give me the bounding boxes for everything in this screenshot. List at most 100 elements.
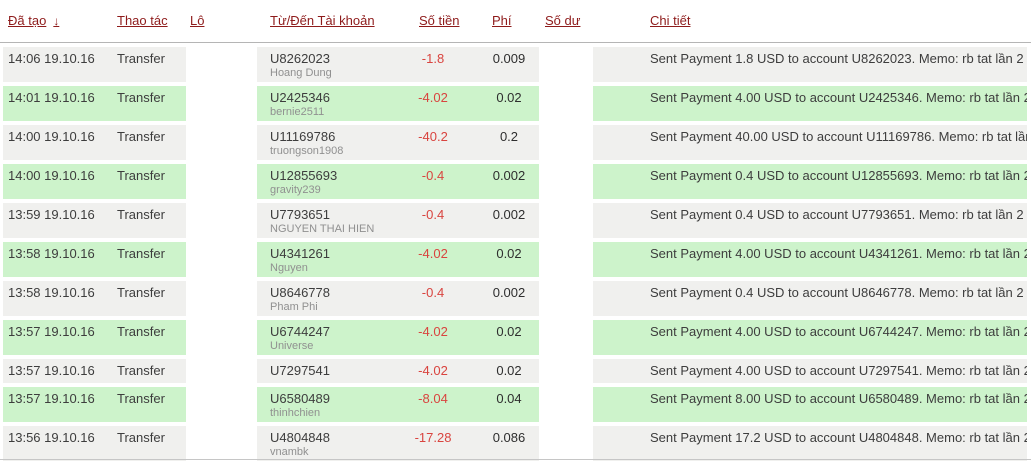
table-row: 13:57 19.10.16 Transfer U6580489 thinhch…	[3, 387, 1027, 422]
created-timestamp: 14:00 19.10.16	[8, 129, 95, 144]
account-cell: U8262023 Hoang Dung	[257, 47, 407, 82]
table-row: 13:59 19.10.16 Transfer U7793651 NGUYEN …	[3, 203, 1027, 238]
created-cell: 14:00 19.10.16	[3, 125, 111, 160]
created-timestamp: 14:01 19.10.16	[8, 90, 95, 105]
action-label: Transfer	[117, 324, 165, 339]
account-holder-name: Pham Phi	[270, 301, 318, 313]
action-cell: Transfer	[111, 426, 186, 461]
created-timestamp: 13:59 19.10.16	[8, 207, 95, 222]
fee-cell: 0.02	[459, 320, 539, 355]
column-header-action[interactable]: Thao tác	[117, 13, 168, 28]
fee-cell: 0.002	[459, 203, 539, 238]
batch-cell	[186, 203, 257, 238]
created-cell: 13:57 19.10.16	[3, 320, 111, 355]
column-header-account[interactable]: Từ/Đến Tài khoản	[270, 13, 375, 28]
fee-value: 0.002	[492, 285, 526, 300]
column-header-amount[interactable]: Số tiền	[419, 13, 460, 28]
action-label: Transfer	[117, 168, 165, 183]
action-cell: Transfer	[111, 320, 186, 355]
account-holder-name: vnambk	[270, 446, 309, 458]
created-timestamp: 13:57 19.10.16	[8, 363, 95, 378]
details-cell: Sent Payment 0.4 USD to account U7793651…	[593, 203, 1027, 238]
account-id: U2425346	[270, 90, 330, 105]
balance-cell	[539, 203, 593, 238]
column-header-batch[interactable]: Lô	[190, 13, 205, 28]
fee-value: 0.02	[496, 246, 522, 261]
balance-cell	[539, 125, 593, 160]
created-cell: 14:01 19.10.16	[3, 86, 111, 121]
account-id: U8262023	[270, 51, 330, 66]
account-id: U7793651	[270, 207, 330, 222]
details-cell: Sent Payment 4.00 USD to account U674424…	[593, 320, 1027, 355]
account-id: U11169786	[270, 129, 336, 144]
fee-value: 0.02	[496, 90, 522, 105]
details-cell: Sent Payment 4.00 USD to account U729754…	[593, 359, 1027, 383]
detail-text: Sent Payment 17.2 USD to account U480484…	[650, 430, 1027, 445]
created-cell: 14:00 19.10.16	[3, 164, 111, 199]
table-row: 13:57 19.10.16 Transfer U6744247 Univers…	[3, 320, 1027, 355]
amount-cell: -0.4	[407, 281, 459, 316]
amount-cell: -1.8	[407, 47, 459, 82]
column-header-balance[interactable]: Số dư	[545, 13, 581, 28]
action-cell: Transfer	[111, 86, 186, 121]
created-timestamp: 13:58 19.10.16	[8, 246, 95, 261]
amount-value: -8.04	[418, 391, 448, 406]
detail-text: Sent Payment 0.4 USD to account U8646778…	[650, 285, 1024, 300]
action-cell: Transfer	[111, 47, 186, 82]
account-id: U8646778	[270, 285, 330, 300]
fee-value: 0.009	[492, 51, 526, 66]
account-holder-name: NGUYEN THAI HIEN	[270, 223, 375, 235]
account-cell: U12855693 gravity239	[257, 164, 407, 199]
fee-cell: 0.002	[459, 164, 539, 199]
details-cell: Sent Payment 1.8 USD to account U8262023…	[593, 47, 1027, 82]
amount-cell: -4.02	[407, 359, 459, 383]
account-cell: U8646778 Pham Phi	[257, 281, 407, 316]
balance-cell	[539, 242, 593, 277]
balance-cell	[539, 47, 593, 82]
fee-cell: 0.02	[459, 242, 539, 277]
balance-cell	[539, 426, 593, 461]
transactions-table: 14:06 19.10.16 Transfer U8262023 Hoang D…	[3, 43, 1027, 463]
detail-text: Sent Payment 1.8 USD to account U8262023…	[650, 51, 1024, 66]
account-cell: U4341261 Nguyen	[257, 242, 407, 277]
details-cell: Sent Payment 4.00 USD to account U434126…	[593, 242, 1027, 277]
account-holder-name: Hoang Dung	[270, 67, 332, 79]
created-cell: 13:58 19.10.16	[3, 281, 111, 316]
details-cell: Sent Payment 0.4 USD to account U8646778…	[593, 281, 1027, 316]
account-holder-name: truongson1908	[270, 145, 344, 157]
table-row: 13:58 19.10.16 Transfer U8646778 Pham Ph…	[3, 281, 1027, 316]
amount-cell: -8.04	[407, 387, 459, 422]
balance-cell	[539, 387, 593, 422]
account-cell: U4804848 vnambk	[257, 426, 407, 461]
action-cell: Transfer	[111, 125, 186, 160]
account-holder-name: bernie2511	[270, 106, 325, 118]
account-id: U7297541	[270, 363, 330, 378]
detail-text: Sent Payment 4.00 USD to account U434126…	[650, 246, 1027, 261]
fee-value: 0.2	[499, 129, 519, 144]
details-cell: Sent Payment 4.00 USD to account U242534…	[593, 86, 1027, 121]
action-cell: Transfer	[111, 164, 186, 199]
sort-descending-icon[interactable]: ↓	[53, 14, 60, 28]
fee-value: 0.04	[496, 391, 522, 406]
created-timestamp: 14:00 19.10.16	[8, 168, 95, 183]
detail-text: Sent Payment 0.4 USD to account U7793651…	[650, 207, 1024, 222]
account-id: U6580489	[270, 391, 330, 406]
amount-value: -17.28	[414, 430, 452, 445]
action-label: Transfer	[117, 430, 165, 445]
amount-value: -0.4	[421, 285, 445, 300]
action-label: Transfer	[117, 90, 165, 105]
batch-cell	[186, 320, 257, 355]
column-header-created[interactable]: Đã tạo ↓	[8, 13, 59, 28]
account-cell: U11169786 truongson1908	[257, 125, 407, 160]
column-header-fee[interactable]: Phí	[492, 13, 512, 28]
fee-value: 0.002	[492, 207, 526, 222]
amount-cell: -4.02	[407, 86, 459, 121]
amount-cell: -17.28	[407, 426, 459, 461]
balance-cell	[539, 86, 593, 121]
amount-value: -4.02	[418, 324, 448, 339]
created-timestamp: 13:56 19.10.16	[8, 430, 95, 445]
created-cell: 13:59 19.10.16	[3, 203, 111, 238]
balance-cell	[539, 320, 593, 355]
amount-cell: -4.02	[407, 320, 459, 355]
amount-value: -4.02	[418, 363, 448, 378]
